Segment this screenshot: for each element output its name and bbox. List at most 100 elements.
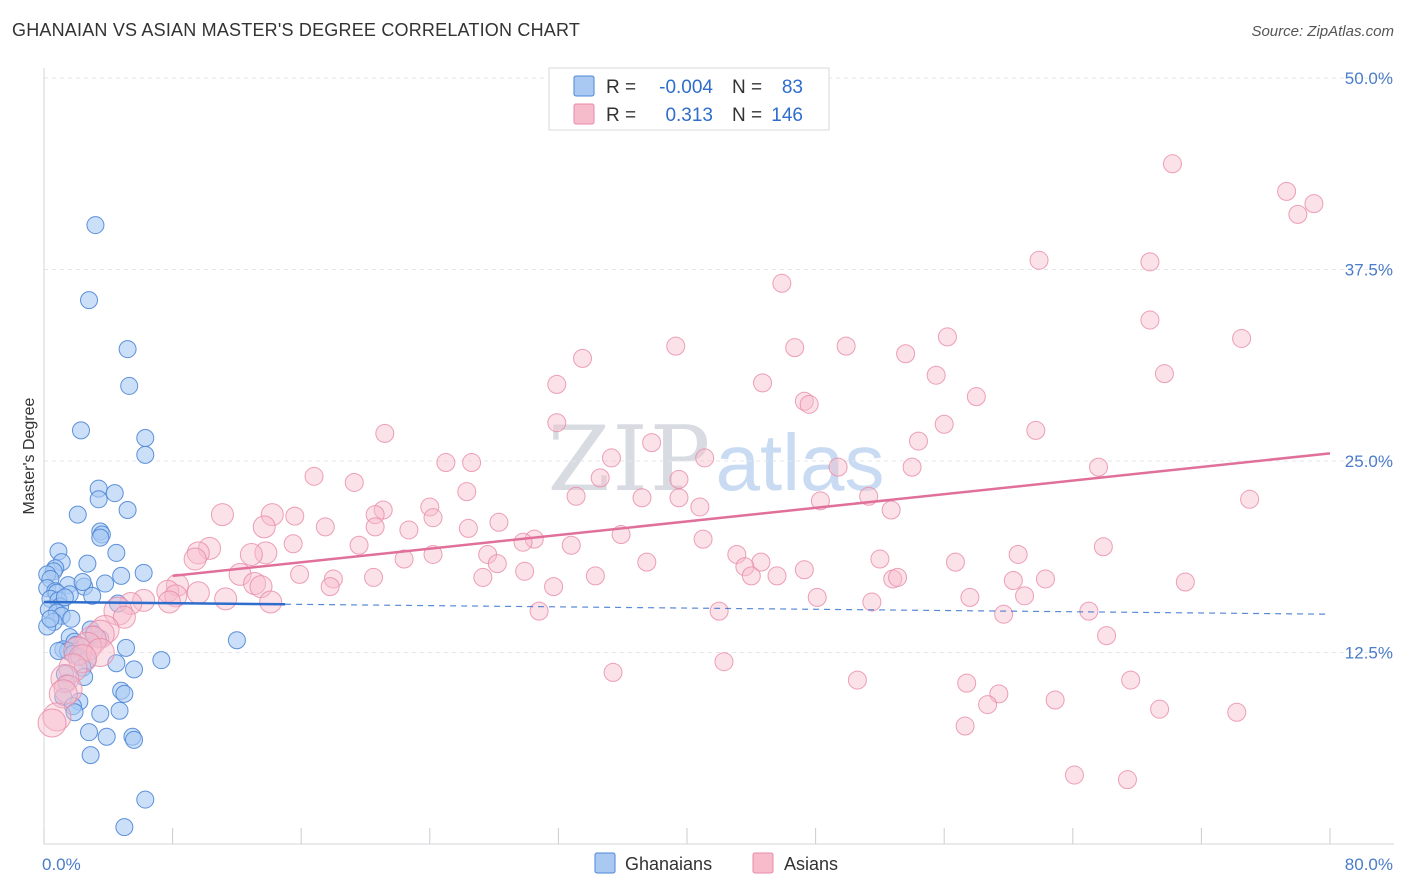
legend-n-value-ghanaians: 83 [782, 77, 803, 98]
bottom-legend: Ghanaians Asians [594, 852, 838, 874]
series-ghanaians [38, 216, 246, 837]
ghanaian-point-1 [80, 291, 99, 310]
asian-point-55 [489, 512, 509, 532]
ghanaian-point-68 [110, 701, 129, 720]
asian-point-40 [566, 486, 586, 506]
asian-point-133 [58, 653, 88, 683]
asian-point-9 [937, 327, 957, 347]
asian-point-120 [1079, 601, 1099, 621]
asian-point-87 [290, 564, 310, 584]
asian-point-47 [1240, 489, 1260, 509]
asian-point-137 [1121, 670, 1141, 690]
ghanaian-point-70 [91, 704, 110, 723]
asian-point-83 [751, 552, 771, 572]
asian-point-134 [847, 670, 867, 690]
ghanaian-point-2 [118, 340, 137, 359]
asian-point-126 [1097, 626, 1117, 646]
asian-point-95 [888, 567, 908, 587]
asian-point-27 [642, 433, 662, 453]
ghanaian-point-59 [125, 660, 144, 679]
asian-point-8 [1232, 328, 1252, 348]
ghanaian-trend-dashed [285, 603, 1331, 615]
y-tick-label-1: 25.0% [1345, 452, 1393, 471]
asian-point-142 [48, 679, 78, 709]
ghanaian-point-56 [107, 654, 126, 673]
asian-point-30 [436, 453, 456, 473]
ghanaian-point-76 [81, 746, 100, 765]
asian-point-143 [42, 702, 72, 732]
asian-point-31 [462, 453, 482, 473]
ghanaian-point-72 [80, 723, 99, 742]
asian-point-16 [1154, 364, 1174, 384]
legend-frame [548, 67, 830, 131]
watermark-zip: ZIP [548, 407, 713, 512]
y-axis-label: Master's Degree [21, 397, 38, 514]
asian-point-56 [315, 517, 335, 537]
asian-point-11 [785, 338, 805, 358]
legend-n-value-asians: 146 [771, 105, 803, 126]
asian-point-100 [243, 572, 267, 596]
asian-point-28 [601, 448, 621, 468]
ghanaian-point-69 [65, 703, 84, 722]
ghanaian-point-79 [41, 609, 60, 628]
asian-point-107 [164, 584, 188, 608]
y-tick-label-2: 37.5% [1345, 261, 1393, 280]
asian-point-113 [862, 592, 882, 612]
asian-point-81 [945, 552, 965, 572]
asian-point-22 [547, 413, 567, 433]
asian-point-96 [1003, 570, 1023, 590]
asian-point-13 [896, 344, 916, 364]
asian-point-10 [666, 336, 686, 356]
asian-point-85 [794, 560, 814, 580]
asian-point-45 [420, 497, 440, 517]
ghanaian-point-77 [136, 790, 155, 809]
asian-point-54 [423, 508, 443, 528]
ghanaian-point-18 [78, 554, 97, 573]
asian-point-64 [513, 532, 533, 552]
asian-point-145 [1227, 702, 1247, 722]
x-ticks [43, 828, 1331, 844]
ghanaian-point-75 [125, 730, 144, 749]
ghanaian-point-73 [97, 727, 116, 746]
ghanaian-point-22 [112, 566, 131, 585]
asian-point-51 [210, 503, 234, 527]
bottom-legend-label-asians: Asians [784, 854, 838, 874]
ghanaian-point-3 [120, 376, 139, 395]
ghanaian-point-4 [71, 421, 90, 440]
asian-point-39 [457, 482, 477, 502]
asian-point-43 [810, 491, 830, 511]
asian-point-17 [753, 373, 773, 393]
asian-point-112 [807, 587, 827, 607]
asian-point-23 [934, 414, 954, 434]
ghanaian-point-11 [68, 505, 87, 524]
ghanaian-point-10 [118, 501, 137, 520]
legend-swatch-ghanaians [573, 75, 595, 97]
asian-trend-line [172, 452, 1331, 578]
asian-point-138 [53, 674, 83, 704]
legend-swatch-asians [573, 103, 595, 125]
ghanaian-point-8 [105, 484, 124, 503]
asian-point-0 [1162, 154, 1182, 174]
asian-point-109 [214, 587, 238, 611]
asian-point-132 [603, 662, 623, 682]
asian-point-70 [186, 541, 210, 565]
x-tick-label-min: 0.0% [42, 855, 81, 874]
asian-point-1 [1277, 181, 1297, 201]
legend-r-label-ghanaians: R = [606, 77, 636, 98]
asian-point-147 [1064, 765, 1084, 785]
asian-point-15 [926, 365, 946, 385]
axes [43, 68, 1394, 845]
asian-point-21 [799, 394, 819, 414]
legend-n-label-ghanaians: N = [732, 77, 762, 98]
asian-point-103 [544, 577, 564, 597]
asian-point-52 [260, 503, 284, 527]
chart-source: Source: ZipAtlas.com [1251, 23, 1394, 40]
watermark-atlas: atlas [716, 418, 885, 507]
asian-point-6 [772, 273, 792, 293]
asian-point-84 [735, 557, 755, 577]
asian-point-38 [344, 472, 364, 492]
asian-point-93 [364, 567, 384, 587]
asian-point-122 [112, 605, 136, 629]
ghanaian-point-25 [96, 574, 115, 593]
